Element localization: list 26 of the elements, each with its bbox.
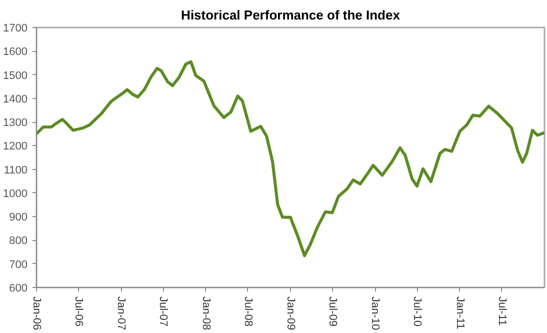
x-tick-label: Jan-10 <box>369 296 382 330</box>
x-tick-label: Jul-06 <box>72 296 84 326</box>
y-tick-label: 600 <box>9 282 28 294</box>
y-tick-label: 1700 <box>3 22 28 34</box>
y-tick-label: 1100 <box>4 164 28 176</box>
x-tick-label: Jan-09 <box>284 296 297 330</box>
y-tick-label: 900 <box>9 212 28 224</box>
y-tick-label: 1500 <box>3 70 28 82</box>
x-tick-label: Jul-10 <box>411 296 424 326</box>
x-tick-label: Jan-11 <box>454 296 466 330</box>
x-tick-label: Jul-08 <box>242 296 254 326</box>
chart-title: Historical Performance of the Index <box>181 8 401 22</box>
x-tick-label: Jan-08 <box>200 296 212 330</box>
line-series <box>36 60 544 258</box>
x-tick-label: Jul-09 <box>326 296 339 326</box>
y-tick-label: 1400 <box>3 93 28 106</box>
y-tick-label: 1600 <box>3 46 28 58</box>
y-tick-label: 700 <box>9 258 28 271</box>
x-tick-label: Jul-11 <box>496 296 508 326</box>
y-tick-label: 1300 <box>3 117 28 130</box>
x-tick-label: Jan-07 <box>115 296 128 330</box>
y-tick-label: 1200 <box>3 140 28 153</box>
y-tick-label: 800 <box>9 235 28 248</box>
x-tick-label: Jan-06 <box>30 296 42 330</box>
y-tick-label: 1000 <box>3 188 28 200</box>
x-tick-label: Jul-07 <box>157 296 170 326</box>
